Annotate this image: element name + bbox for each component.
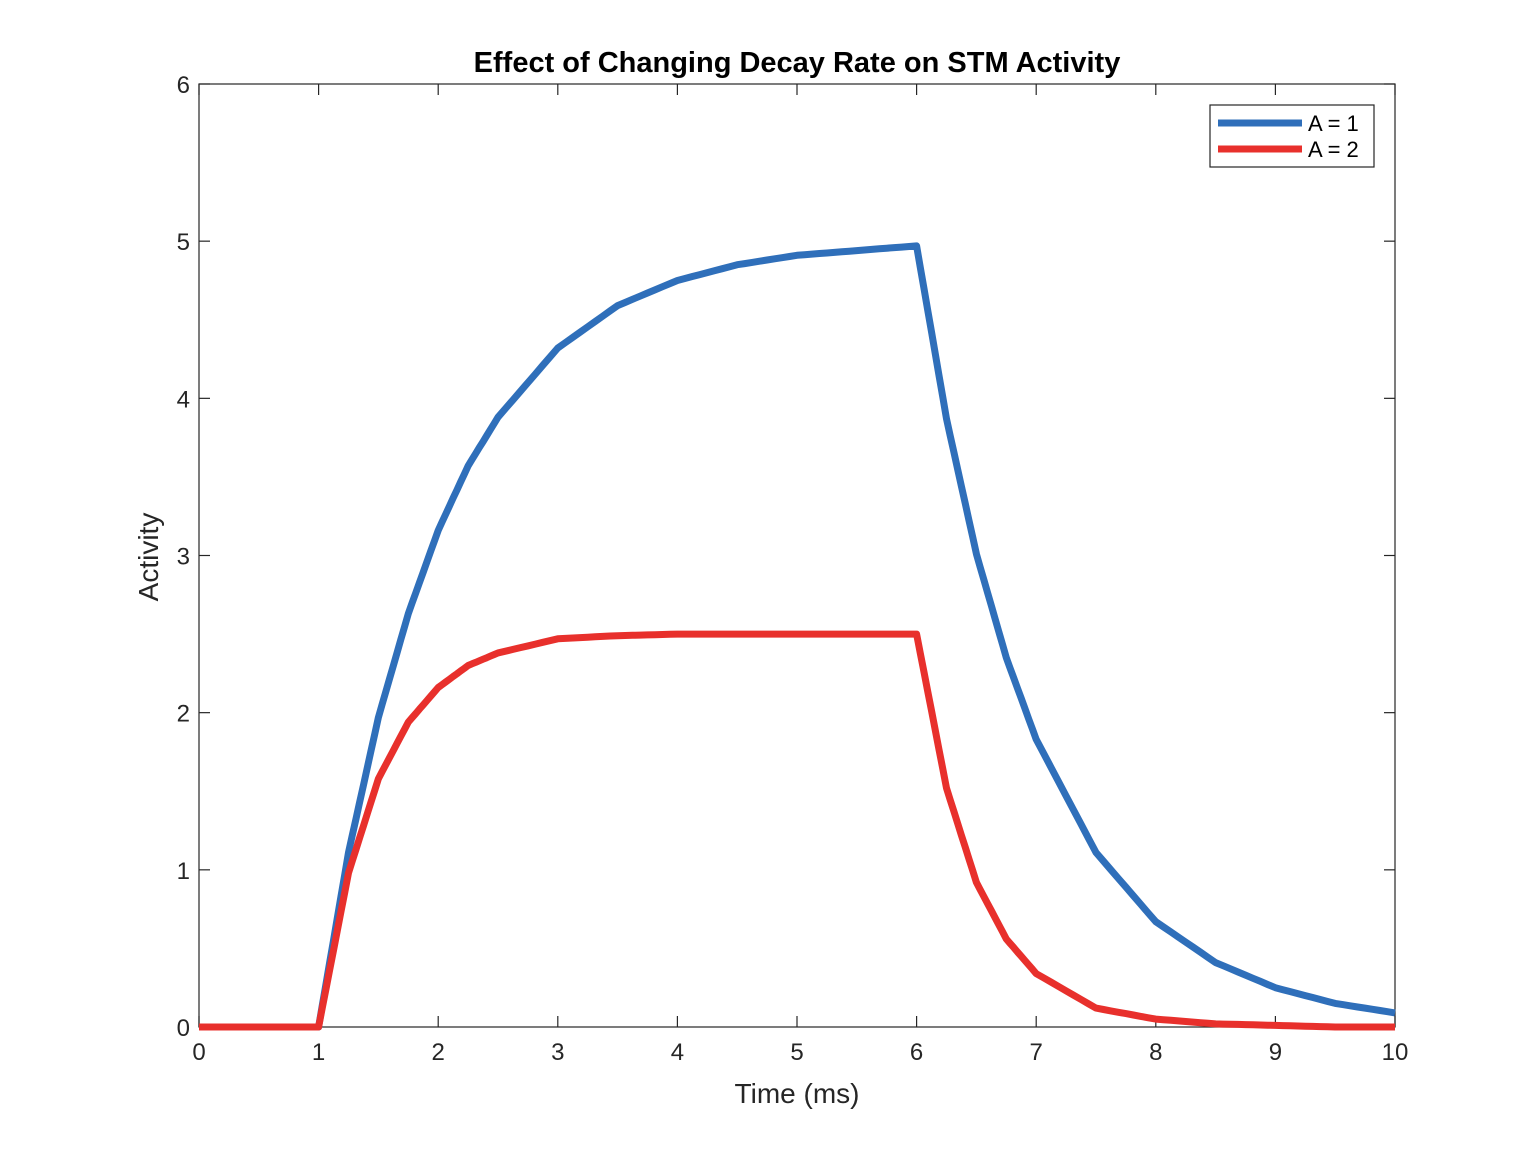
legend: A = 1A = 2 (1209, 104, 1375, 168)
y-tick-label: 3 (177, 544, 190, 571)
axes-box (198, 83, 1396, 1028)
chart-title: Effect of Changing Decay Rate on STM Act… (474, 47, 1121, 79)
x-tick-label: 7 (1030, 1039, 1043, 1066)
y-axis-label: Activity (133, 513, 164, 602)
y-tick-label: 2 (177, 701, 190, 728)
plot-area: 0 1 2 3 4 5 6 7 8 9 10 0 1 2 3 4 5 6 (177, 72, 1409, 1066)
x-tick-label: 5 (790, 1039, 803, 1066)
y-tick-label: 6 (177, 72, 190, 99)
x-tick-label: 6 (910, 1039, 923, 1066)
x-tick-label: 0 (192, 1039, 205, 1066)
x-tick-label: 1 (312, 1039, 325, 1066)
x-tick-label: 4 (671, 1039, 684, 1066)
legend-box (1209, 104, 1375, 168)
axis-tick-labels: 0 1 2 3 4 5 6 7 8 9 10 0 1 2 3 4 5 6 (177, 72, 1409, 1066)
y-tick-label: 5 (177, 229, 190, 256)
series-lines (199, 242, 1396, 1031)
y-tick-label: 1 (177, 858, 190, 885)
y-tick-label: 4 (177, 386, 190, 413)
x-tick-label: 2 (432, 1039, 445, 1066)
x-tick-label: 8 (1149, 1039, 1162, 1066)
series-line-1 (199, 242, 1396, 1031)
x-tick-label: 9 (1269, 1039, 1282, 1066)
legend-label-1: A = 1 (1308, 111, 1359, 136)
series-line-2 (199, 630, 1395, 1031)
x-tick-label: 3 (551, 1039, 564, 1066)
y-tick-label: 0 (177, 1015, 190, 1042)
x-axis-label: Time (ms) (735, 1078, 860, 1109)
legend-label-2: A = 2 (1308, 137, 1359, 162)
x-tick-label: 10 (1382, 1039, 1409, 1066)
